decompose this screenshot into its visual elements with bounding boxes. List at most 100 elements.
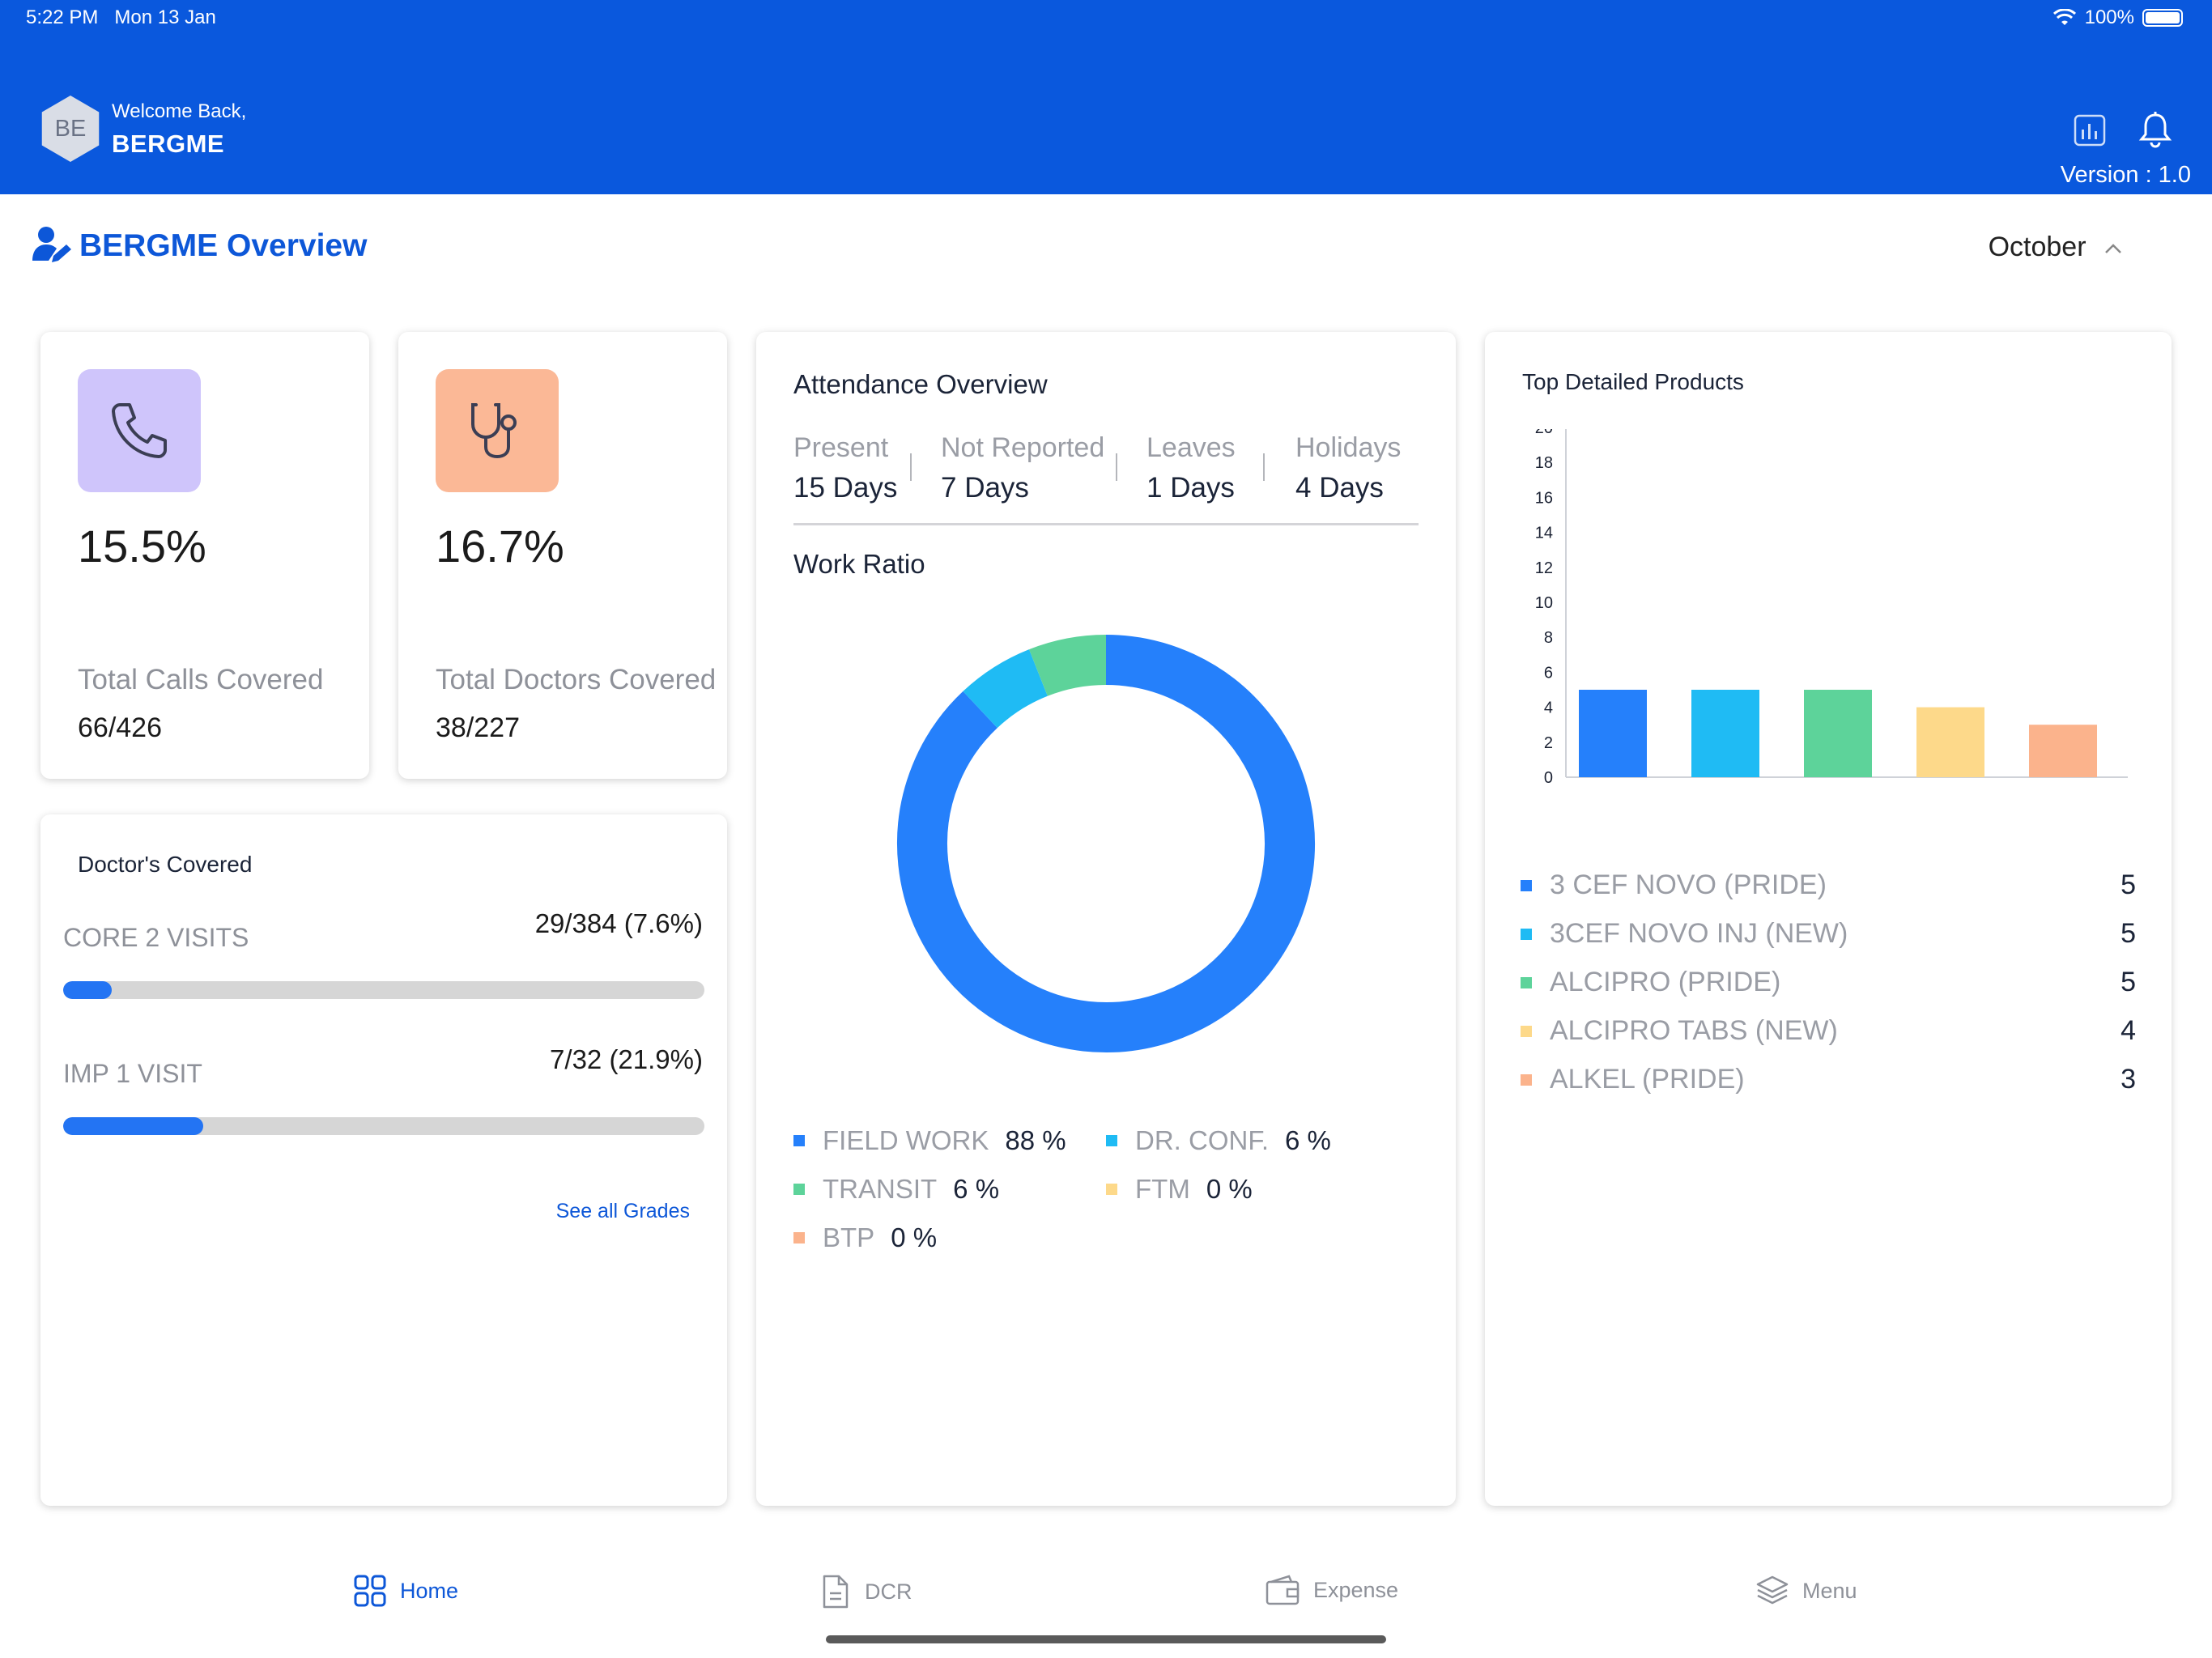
product-value: 3 xyxy=(2121,1064,2136,1095)
nav-home-label: Home xyxy=(400,1578,459,1603)
legend-value: 6 % xyxy=(1285,1125,1331,1155)
calls-covered-label: Total Calls Covered xyxy=(78,664,324,695)
doctors-grades-title: Doctor's Covered xyxy=(78,852,253,877)
product-value: 5 xyxy=(2121,918,2136,949)
nav-expense[interactable]: Expense xyxy=(1265,1574,1398,1606)
nav-home[interactable]: Home xyxy=(353,1574,458,1608)
legend-transit: TRANSIT 6 % xyxy=(793,1174,999,1205)
product-value: 5 xyxy=(2121,869,2136,900)
user-edit-icon xyxy=(32,227,71,262)
legend-value: 88 % xyxy=(1005,1125,1066,1155)
donut-slice-field-work xyxy=(897,635,1315,1052)
nav-dcr-label: DCR xyxy=(865,1579,912,1604)
attendance-holidays-value: 4 Days xyxy=(1295,472,1384,504)
bar-3-cef-novo-pride xyxy=(1579,690,1647,777)
grade-progress-fill-imp xyxy=(63,1117,204,1135)
legend-swatch xyxy=(793,1232,805,1244)
bell-icon[interactable] xyxy=(2138,110,2173,149)
status-indicators: 100% xyxy=(2052,6,2183,29)
legend-swatch xyxy=(1521,879,1532,891)
top-products-card: Top Detailed Products 0 2 4 6 8 10 12 14 16 18 20 xyxy=(1485,332,2172,1506)
layers-icon xyxy=(1756,1575,1789,1605)
document-icon xyxy=(823,1575,849,1609)
avatar[interactable]: BE xyxy=(41,96,100,162)
work-ratio-title: Work Ratio xyxy=(793,549,925,579)
product-name: ALCIPRO (PRIDE) xyxy=(1550,967,1781,997)
legend-swatch xyxy=(1106,1184,1117,1195)
attendance-leaves-value: 1 Days xyxy=(1146,472,1235,504)
legend-swatch xyxy=(1521,1073,1532,1086)
bar-alcipro-pride xyxy=(1804,690,1872,777)
y-tick-label: 16 xyxy=(1535,489,1553,507)
nav-dcr[interactable]: DCR xyxy=(819,1574,912,1609)
phone-icon-box xyxy=(78,369,201,492)
see-all-grades-link[interactable]: See all Grades xyxy=(555,1200,690,1222)
bar-3cef-novo-inj-new xyxy=(1691,690,1759,777)
product-row[interactable]: 3 CEF NOVO (PRIDE) 5 xyxy=(1521,869,2136,901)
bar-alkel-pride xyxy=(2029,725,2097,777)
legend-name: DR. CONF. xyxy=(1135,1125,1269,1155)
battery-percent: 100% xyxy=(2084,6,2134,28)
attendance-leaves-label: Leaves xyxy=(1146,432,1236,463)
attendance-title: Attendance Overview xyxy=(793,369,1048,399)
product-name: 3CEF NOVO INJ (NEW) xyxy=(1550,918,1848,949)
product-row[interactable]: 3CEF NOVO INJ (NEW) 5 xyxy=(1521,918,2136,950)
attendance-present: Present 15 Days xyxy=(793,432,897,504)
legend-swatch xyxy=(1521,928,1532,940)
attendance-not-reported: Not Reported 7 Days xyxy=(941,432,1104,504)
legend-btp: BTP 0 % xyxy=(793,1222,937,1253)
home-indicator xyxy=(826,1635,1386,1643)
product-row[interactable]: ALCIPRO (PRIDE) 5 xyxy=(1521,967,2136,998)
attendance-holidays-label: Holidays xyxy=(1295,432,1402,463)
attendance-not-reported-value: 7 Days xyxy=(941,472,1029,504)
attendance-present-label: Present xyxy=(793,432,889,463)
nav-menu[interactable]: Menu xyxy=(1755,1574,1857,1608)
attendance-leaves: Leaves 1 Days xyxy=(1146,432,1236,504)
top-products-bar-chart: 0 2 4 6 8 10 12 14 16 18 20 xyxy=(1535,429,2128,787)
y-tick-label: 20 xyxy=(1535,429,1553,437)
wifi-icon xyxy=(2052,9,2076,25)
grade-progress-fill-core xyxy=(63,981,113,999)
doctors-grades-card: Doctor's Covered CORE 2 VISITS 29/384 (7… xyxy=(40,814,727,1506)
legend-value: 6 % xyxy=(953,1174,1000,1204)
y-tick-label: 6 xyxy=(1544,664,1553,682)
grid-icon xyxy=(354,1575,386,1607)
status-datetime: 5:22 PM Mon 13 Jan xyxy=(26,6,216,29)
doctors-covered-card[interactable]: 16.7% Total Doctors Covered 38/227 xyxy=(398,332,727,779)
work-ratio-donut-chart xyxy=(897,635,1315,1052)
doctors-covered-count: 38/227 xyxy=(436,712,520,743)
legend-field-work: FIELD WORK 88 % xyxy=(793,1125,1066,1156)
divider xyxy=(910,453,912,481)
grade-value-imp: 7/32 (21.9%) xyxy=(550,1044,703,1074)
legend-swatch xyxy=(793,1135,805,1146)
y-tick-label: 2 xyxy=(1544,734,1553,752)
product-value: 4 xyxy=(2121,1015,2136,1046)
y-tick-label: 12 xyxy=(1535,559,1553,577)
legend-name: TRANSIT xyxy=(823,1174,938,1204)
top-products-title: Top Detailed Products xyxy=(1522,369,1744,394)
y-tick-label: 4 xyxy=(1544,699,1553,717)
attendance-holidays: Holidays 4 Days xyxy=(1295,432,1401,504)
calls-covered-card[interactable]: 15.5% Total Calls Covered 66/426 xyxy=(40,332,369,779)
chart-icon[interactable] xyxy=(2073,113,2107,147)
nav-expense-label: Expense xyxy=(1313,1577,1399,1602)
calls-covered-count: 66/426 xyxy=(78,712,162,743)
attendance-not-reported-label: Not Reported xyxy=(941,432,1105,463)
y-tick-label: 18 xyxy=(1535,454,1553,472)
legend-swatch xyxy=(1521,976,1532,988)
product-name: ALCIPRO TABS (NEW) xyxy=(1550,1015,1838,1046)
chevron-up-icon xyxy=(2105,244,2121,253)
app-header: 5:22 PM Mon 13 Jan 100% BE Welcome Back,… xyxy=(0,0,2212,194)
user-name: BERGME xyxy=(112,130,225,158)
battery-icon xyxy=(2142,9,2183,27)
legend-name: FTM xyxy=(1135,1174,1190,1204)
bar-alcipro-tabs-new xyxy=(1916,707,1984,777)
status-date: Mon 13 Jan xyxy=(114,6,216,28)
product-row[interactable]: ALCIPRO TABS (NEW) 4 xyxy=(1521,1015,2136,1047)
donut-slice-transit xyxy=(1029,635,1107,697)
legend-name: FIELD WORK xyxy=(823,1125,989,1155)
stethoscope-icon xyxy=(471,403,517,459)
doctors-covered-percent: 16.7% xyxy=(436,521,564,572)
product-row[interactable]: ALKEL (PRIDE) 3 xyxy=(1521,1064,2136,1095)
month-selector[interactable]: October xyxy=(1989,232,2123,263)
